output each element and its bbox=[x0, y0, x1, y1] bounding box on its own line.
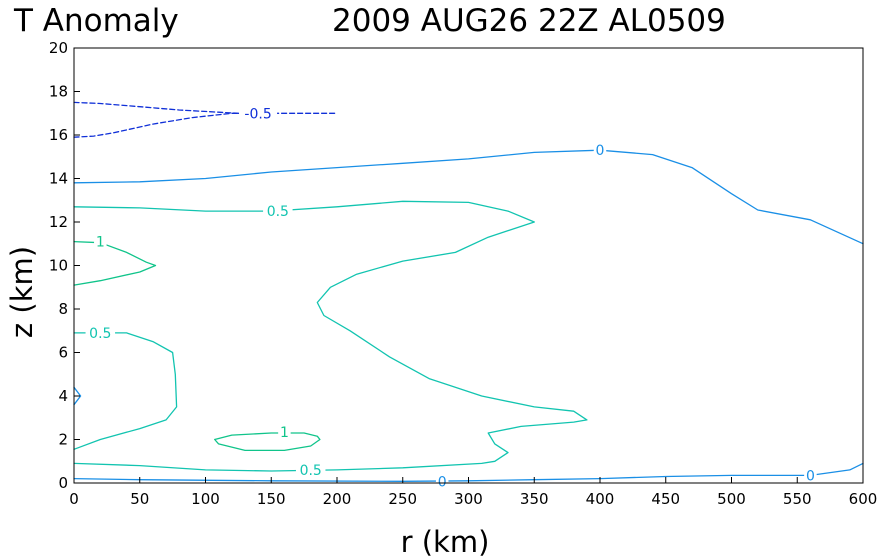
y-tick-label: 10 bbox=[49, 257, 68, 275]
x-tick-label: 0 bbox=[69, 490, 79, 508]
chart-title-group: T Anomaly 2009 AUG26 22Z AL0509 bbox=[13, 3, 726, 39]
x-tick-label: 150 bbox=[257, 490, 286, 508]
contour-label-background bbox=[239, 105, 278, 121]
contour-label-background bbox=[295, 461, 326, 477]
chart-subtitle: 2009 AUG26 22Z AL0509 bbox=[332, 3, 726, 39]
x-tick-label: 400 bbox=[586, 490, 615, 508]
contour-label-background bbox=[593, 142, 607, 158]
y-tick-label: 18 bbox=[49, 83, 68, 101]
contour-label-background bbox=[435, 473, 449, 489]
y-tick-label: 20 bbox=[49, 39, 68, 57]
x-tick-label: 50 bbox=[130, 490, 149, 508]
contour-line-level-0_5 bbox=[73, 332, 178, 450]
contour-line-level-neg0_5 bbox=[73, 112, 240, 138]
plot-frame bbox=[73, 47, 864, 484]
contour-label: 0 bbox=[596, 143, 605, 159]
y-tick-label: 4 bbox=[58, 387, 68, 405]
contour-label: -0.5 bbox=[244, 106, 271, 122]
x-tick-label: 300 bbox=[454, 490, 483, 508]
contour-label: 0.5 bbox=[300, 463, 322, 479]
y-tick-label: 12 bbox=[49, 213, 68, 231]
y-tick-label: 2 bbox=[58, 431, 68, 449]
y-tick-label: 14 bbox=[49, 170, 68, 188]
contour-line-level-0 bbox=[73, 462, 864, 482]
contour-label-background bbox=[804, 467, 817, 483]
contour-line-level-1 bbox=[73, 240, 157, 286]
x-axis-label: r (km) bbox=[401, 525, 490, 558]
contour-label: 0.5 bbox=[267, 204, 289, 220]
contour-label: 0 bbox=[438, 474, 447, 490]
x-tick-label: 200 bbox=[323, 490, 352, 508]
contour-label: 0.5 bbox=[89, 326, 111, 342]
y-tick-label: 6 bbox=[58, 344, 68, 362]
contour-label-background bbox=[278, 423, 291, 439]
contour-label-background bbox=[94, 233, 107, 249]
x-tick-label: 600 bbox=[849, 490, 878, 508]
x-tick-label: 500 bbox=[717, 490, 746, 508]
contour-label: 1 bbox=[96, 235, 105, 251]
x-tick-label: 250 bbox=[388, 490, 417, 508]
contour-label-background bbox=[85, 324, 116, 340]
contour-line-level-neg0_5 bbox=[73, 101, 338, 114]
y-tick-label: 16 bbox=[49, 126, 68, 144]
contour-label: 0 bbox=[806, 468, 815, 484]
contour-label-background bbox=[263, 203, 293, 219]
contour-line-level-0_5 bbox=[73, 200, 588, 472]
x-tick-label: 100 bbox=[191, 490, 220, 508]
chart-title: T Anomaly bbox=[13, 3, 179, 39]
contour-lines bbox=[73, 101, 864, 482]
contour-label: 1 bbox=[280, 425, 289, 441]
x-tick-label: 550 bbox=[783, 490, 812, 508]
y-axis-ticks: 0 2 4 6 8 10 12 14 16 18 20 bbox=[49, 39, 80, 492]
y-tick-label: 8 bbox=[58, 300, 68, 318]
y-tick-label: 0 bbox=[58, 474, 68, 492]
x-tick-label: 450 bbox=[651, 490, 680, 508]
contour-line-level-1 bbox=[214, 432, 321, 452]
contour-line-level-0 bbox=[73, 386, 82, 406]
contour-labels: -0.5 0 0 0 0.5 0.5 0.5 1 1 bbox=[85, 105, 817, 490]
y-axis-label: z (km) bbox=[5, 246, 39, 338]
x-tick-label: 350 bbox=[520, 490, 549, 508]
contour-line-level-0 bbox=[73, 149, 864, 245]
x-axis-ticks: 0 50 100 150 200 250 300 350 400 450 500 550 600 bbox=[69, 477, 877, 508]
